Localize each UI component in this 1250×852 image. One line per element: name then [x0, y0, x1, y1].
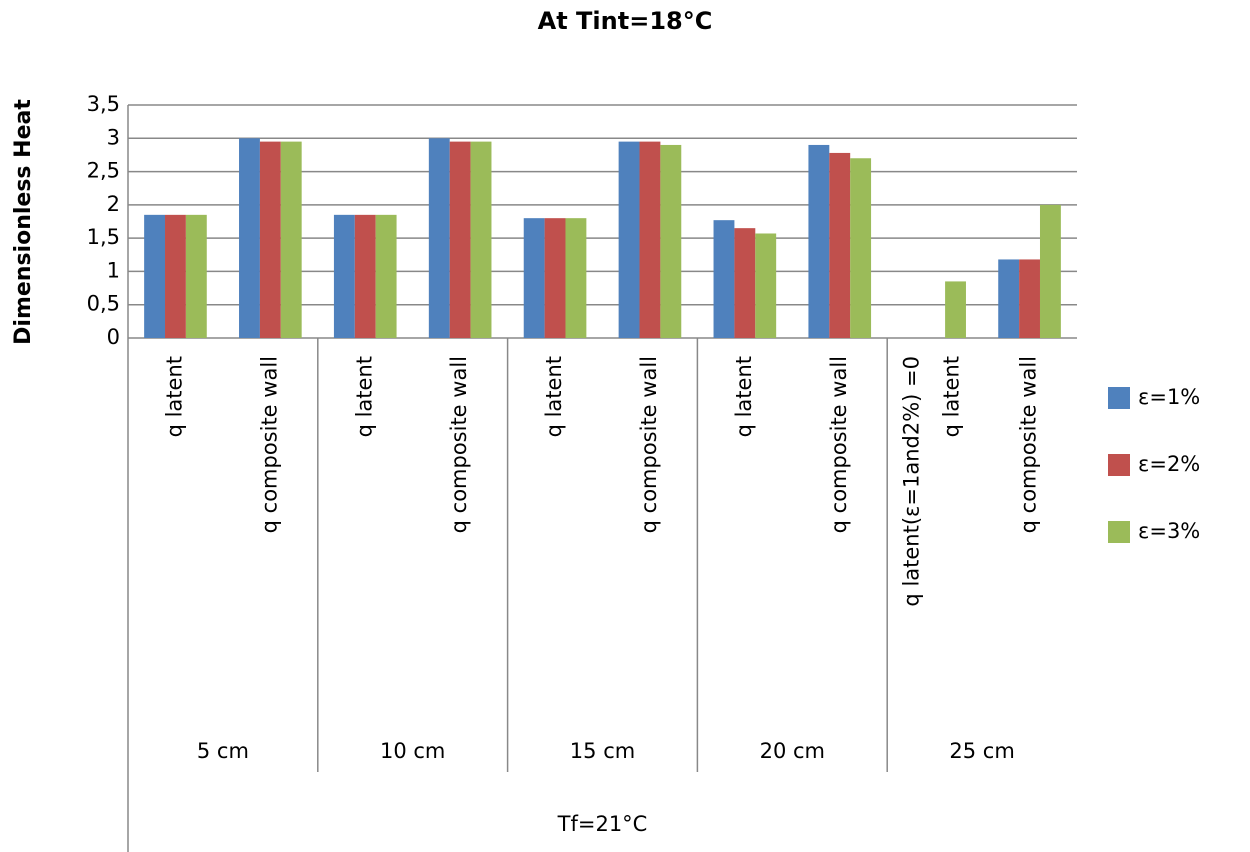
bar	[354, 214, 376, 338]
outer-label: Tf=21°C	[557, 812, 648, 836]
group-label: 10 cm	[380, 739, 445, 763]
legend-label: ε=1%	[1138, 385, 1200, 409]
bar	[734, 228, 756, 338]
y-axis-label: Dimensionless Heat	[11, 99, 36, 345]
bar	[998, 259, 1020, 338]
legend-swatch	[1108, 521, 1130, 543]
bar	[165, 214, 186, 338]
bar	[185, 214, 207, 338]
x-tick-label: q latent	[940, 356, 964, 437]
bar	[850, 158, 872, 338]
bar	[1039, 204, 1061, 338]
bar	[280, 141, 302, 338]
x-tick-label: q composite wall	[827, 356, 851, 533]
y-tick-label: 0,5	[87, 292, 120, 316]
y-tick-label: 2	[107, 192, 120, 216]
group-label: 25 cm	[949, 739, 1014, 763]
bar	[945, 281, 966, 338]
legend-label: ε=2%	[1138, 452, 1200, 476]
bar	[1019, 259, 1040, 338]
legend-swatch	[1108, 387, 1130, 409]
x-tick-label: q latent	[162, 356, 186, 437]
group-label: 5 cm	[197, 739, 249, 763]
bar	[618, 141, 640, 338]
y-tick-label: 2,5	[87, 159, 120, 183]
x-tick-label: q composite wall	[447, 356, 471, 533]
annotation: q latent(ε=1and2%) =0	[900, 356, 924, 607]
x-tick-label: q composite wall	[637, 356, 661, 533]
group-label: 20 cm	[760, 739, 825, 763]
x-tick-label: q composite wall	[257, 356, 281, 533]
y-tick-label: 3,5	[87, 92, 120, 116]
group-label: 15 cm	[570, 739, 635, 763]
y-tick-label: 1	[107, 258, 120, 282]
bar	[449, 141, 471, 338]
bar	[239, 138, 260, 338]
bar	[470, 141, 492, 338]
bar	[259, 141, 281, 338]
bar	[660, 144, 682, 338]
bar	[375, 214, 397, 338]
chart-title: At Tint=18°C	[538, 7, 713, 35]
bar	[755, 233, 777, 338]
bar	[544, 218, 566, 338]
bar	[523, 218, 545, 338]
bar	[333, 214, 355, 338]
y-tick-label: 0	[107, 325, 120, 349]
x-tick-label: q composite wall	[1017, 356, 1041, 533]
bar	[144, 214, 166, 338]
y-tick-label: 3	[107, 125, 120, 149]
x-tick-label: q latent	[542, 356, 566, 437]
y-tick-label: 1,5	[87, 225, 120, 249]
bar	[639, 141, 661, 338]
bar	[428, 138, 450, 338]
bar	[829, 152, 851, 338]
x-tick-label: q latent	[352, 356, 376, 437]
x-tick-label: q latent	[732, 356, 756, 437]
bar	[808, 144, 830, 338]
legend-swatch	[1108, 454, 1130, 476]
legend-label: ε=3%	[1138, 519, 1200, 543]
bar	[565, 218, 587, 338]
bar	[713, 220, 735, 338]
